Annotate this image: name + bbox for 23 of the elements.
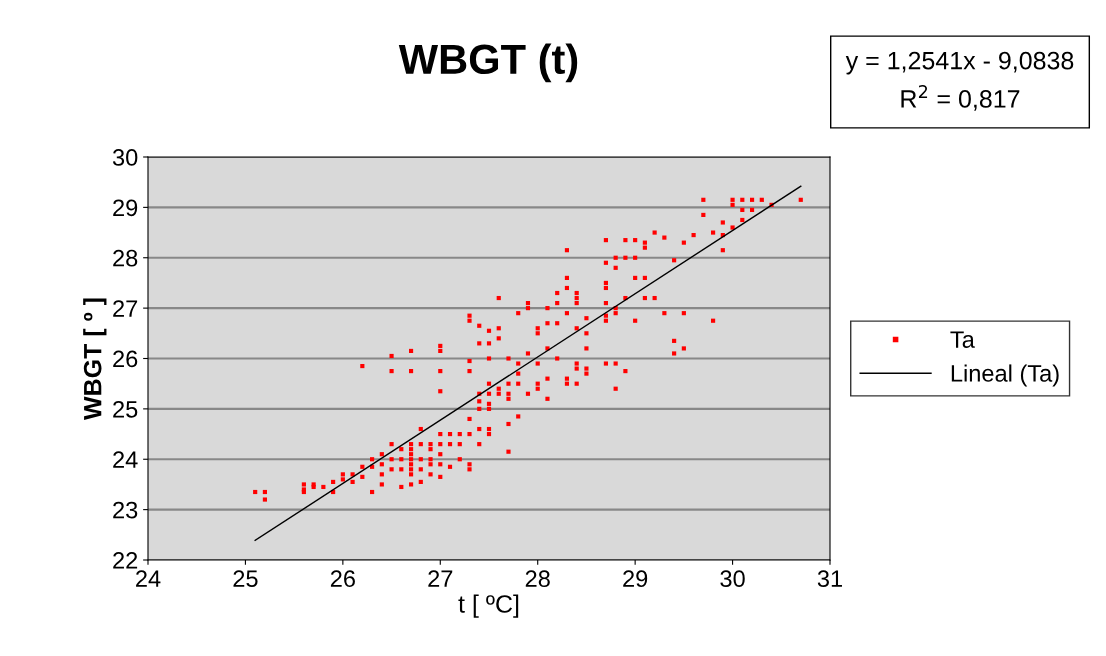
y-tick-label: 26 xyxy=(113,350,138,368)
y-tick-label: 27 xyxy=(113,300,138,317)
x-tick-label: 29 xyxy=(623,570,648,588)
y-tick-label: 28 xyxy=(113,249,138,267)
y-tick-label: 22 xyxy=(113,552,138,569)
x-tick-label: 30 xyxy=(720,570,745,588)
y-tick-label: 24 xyxy=(113,451,138,468)
x-tick-label: 28 xyxy=(525,570,550,588)
y-tick-label: 30 xyxy=(112,149,138,166)
y-axis-title: WBGT [ º ] xyxy=(83,298,107,420)
y-tick-label: 25 xyxy=(113,400,138,418)
y-tick-label: 29 xyxy=(113,199,138,217)
x-tick-label: 24 xyxy=(136,570,161,587)
x-tick-label: 31 xyxy=(817,570,842,588)
x-tick-label: 25 xyxy=(233,570,258,588)
y-tick-label: 23 xyxy=(113,501,138,519)
legend-label: Ta xyxy=(950,331,975,348)
x-tick-label: 26 xyxy=(330,570,355,588)
chart-title: WBGT (t) xyxy=(398,43,578,83)
x-tick-label: 27 xyxy=(428,570,453,587)
legend-label: Lineal (Ta) xyxy=(951,364,1059,387)
x-axis-title: t [ ºC] xyxy=(458,594,519,618)
text: y = 1,2541x - 9,0838 R$^{2}$ = 0,817 xyxy=(845,51,1074,111)
